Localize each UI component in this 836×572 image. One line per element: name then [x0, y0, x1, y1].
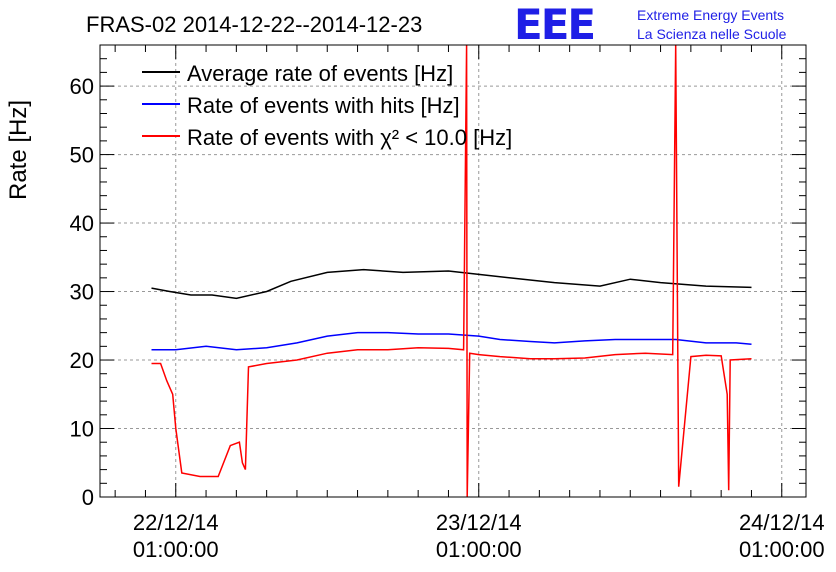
- series-average-rate-line: [151, 268, 752, 300]
- series-layer: [151, 44, 752, 498]
- series-chi2-rate-line: [151, 44, 752, 498]
- plot-frame: [99, 44, 807, 498]
- y-tick-label: 30: [70, 280, 94, 305]
- chart-title: FRAS-02 2014-12-22--2014-12-23: [86, 12, 422, 37]
- x-tick-time: 01:00:00: [436, 537, 522, 562]
- x-tick-date: 23/12/14: [436, 510, 522, 535]
- grid: [100, 45, 806, 497]
- logo: EEE Extreme Energy Events La Scienza nel…: [514, 0, 787, 49]
- series-hits-rate-line: [151, 331, 752, 351]
- x-tick-time: 01:00:00: [133, 537, 219, 562]
- logo-line2: La Scienza nelle Scuole: [637, 26, 787, 42]
- logo-mark: EEE: [514, 0, 594, 49]
- y-tick-label: 60: [70, 74, 94, 99]
- y-axis-label: Rate [Hz]: [5, 100, 32, 200]
- x-tick-date: 24/12/14: [739, 510, 825, 535]
- y-tick-label: 10: [70, 417, 94, 442]
- legend-label-average: Average rate of events [Hz]: [187, 61, 453, 86]
- legend: Average rate of events [Hz] Rate of even…: [142, 61, 512, 150]
- legend-entry-hits: Rate of events with hits [Hz]: [142, 93, 460, 118]
- y-tick-label: 20: [70, 348, 94, 373]
- legend-label-chi2: Rate of events with χ² < 10.0 [Hz]: [187, 125, 512, 150]
- y-tick-label: 0: [82, 485, 94, 510]
- y-tick-label: 40: [70, 211, 94, 236]
- x-tick-time: 01:00:00: [739, 537, 825, 562]
- logo-line1: Extreme Energy Events: [637, 7, 784, 23]
- legend-label-hits: Rate of events with hits [Hz]: [187, 93, 460, 118]
- legend-entry-average: Average rate of events [Hz]: [142, 61, 453, 86]
- axes: 010203040506022/12/1401:00:0023/12/1401:…: [70, 44, 825, 562]
- legend-entry-chi2: Rate of events with χ² < 10.0 [Hz]: [142, 125, 512, 150]
- y-tick-label: 50: [70, 143, 94, 168]
- x-tick-date: 22/12/14: [133, 510, 219, 535]
